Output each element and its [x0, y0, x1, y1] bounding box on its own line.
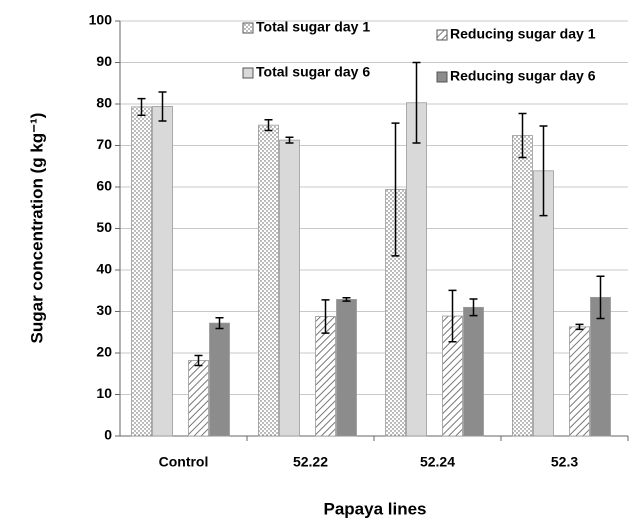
error-bar [412, 61, 421, 144]
legend-label: Total sugar day 6 [256, 64, 370, 80]
bar [512, 135, 533, 437]
legend-label: Reducing sugar day 1 [450, 26, 596, 42]
error-bar [596, 275, 605, 320]
error-bar [448, 289, 457, 343]
error-bar [137, 97, 146, 116]
y-tick-label: 40 [96, 261, 112, 277]
legend-label: Reducing sugar day 6 [450, 68, 596, 84]
bar [463, 306, 484, 437]
bar [258, 124, 279, 437]
legend-swatch [242, 67, 254, 79]
y-tick-label: 30 [96, 302, 112, 318]
y-tick-label: 90 [96, 53, 112, 69]
error-bar [194, 354, 203, 367]
error-bar [264, 119, 273, 132]
x-tick-label: 52.22 [293, 454, 328, 470]
bar [569, 326, 590, 437]
error-bar [469, 298, 478, 317]
legend-swatch [242, 22, 254, 34]
y-axis-label: Sugar concentration (g kg⁻¹) [27, 113, 46, 344]
bar [152, 106, 173, 437]
y-tick-label: 20 [96, 344, 112, 360]
error-bar [539, 125, 548, 217]
y-tick-label: 50 [96, 219, 112, 235]
bar [188, 360, 209, 437]
y-tick-label: 10 [96, 385, 112, 401]
error-bar [391, 122, 400, 257]
y-tick-label: 80 [96, 95, 112, 111]
error-bar [321, 299, 330, 334]
y-tick-label: 60 [96, 178, 112, 194]
bar [131, 106, 152, 437]
error-bar [342, 297, 351, 302]
error-bar [158, 91, 167, 122]
error-bar [215, 316, 224, 330]
x-tick-label: Control [159, 454, 209, 470]
x-axis-label: Papaya lines [323, 499, 426, 518]
bar [279, 139, 300, 437]
bar [209, 322, 230, 437]
x-tick-label: 52.3 [551, 454, 578, 470]
error-bar [285, 136, 294, 144]
bar [315, 316, 336, 437]
x-tick-label: 52.24 [420, 454, 455, 470]
y-tick-label: 0 [104, 427, 112, 443]
legend-swatch [436, 71, 448, 83]
error-bar [518, 112, 527, 159]
legend-label: Total sugar day 1 [256, 19, 370, 35]
bar [336, 299, 357, 437]
bar [406, 102, 427, 437]
legend-swatch [436, 29, 448, 41]
error-bar [575, 323, 584, 331]
y-tick-label: 100 [89, 12, 113, 28]
y-tick-label: 70 [96, 136, 112, 152]
